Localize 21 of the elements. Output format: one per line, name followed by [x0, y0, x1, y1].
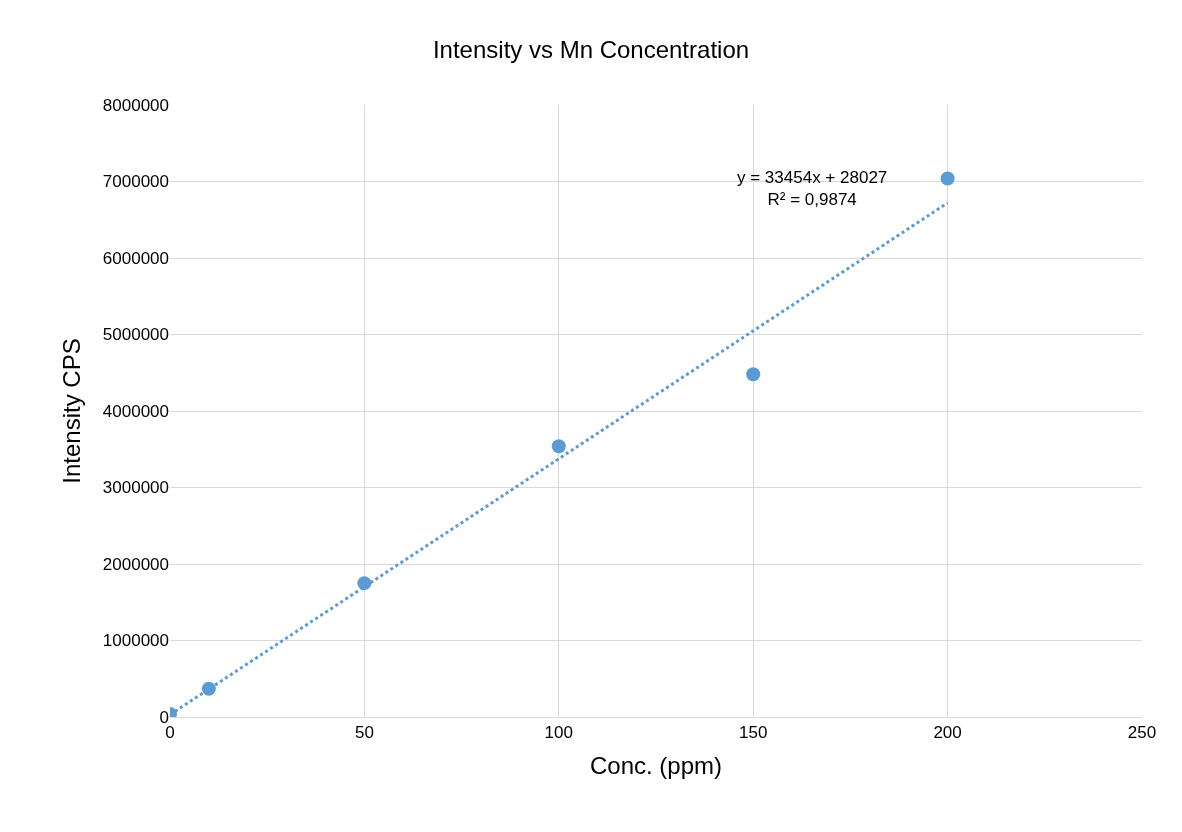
y-tick-label: 4000000 [102, 401, 169, 421]
x-tick-label: 250 [1127, 723, 1157, 743]
y-tick-label: 2000000 [102, 554, 169, 574]
x-tick-label: 150 [739, 723, 768, 743]
y-tick-label: 7000000 [102, 172, 169, 192]
x-tick-label: 200 [933, 723, 962, 743]
y-tick-label: 6000000 [102, 248, 169, 268]
chart-title: Intensity vs Mn Concentration [432, 36, 750, 64]
point [551, 439, 566, 454]
y-axis-title: Intensity CPS [57, 338, 85, 484]
x-tick-label: 50 [354, 723, 374, 743]
annotation: y = 33454x + 28027 R² = 0,9874 [737, 168, 888, 210]
x-axis-title: Conc. (ppm) [589, 751, 723, 779]
y-tick-label: 0 [159, 707, 169, 727]
point [940, 171, 955, 186]
y-tick-label: 3000000 [102, 478, 169, 498]
point [746, 367, 761, 382]
y-tick-label: 5000000 [102, 325, 169, 345]
y-tick-label: 1000000 [102, 631, 169, 651]
y-tick-label: 8000000 [102, 95, 169, 115]
x-tick-label: 100 [544, 723, 573, 743]
